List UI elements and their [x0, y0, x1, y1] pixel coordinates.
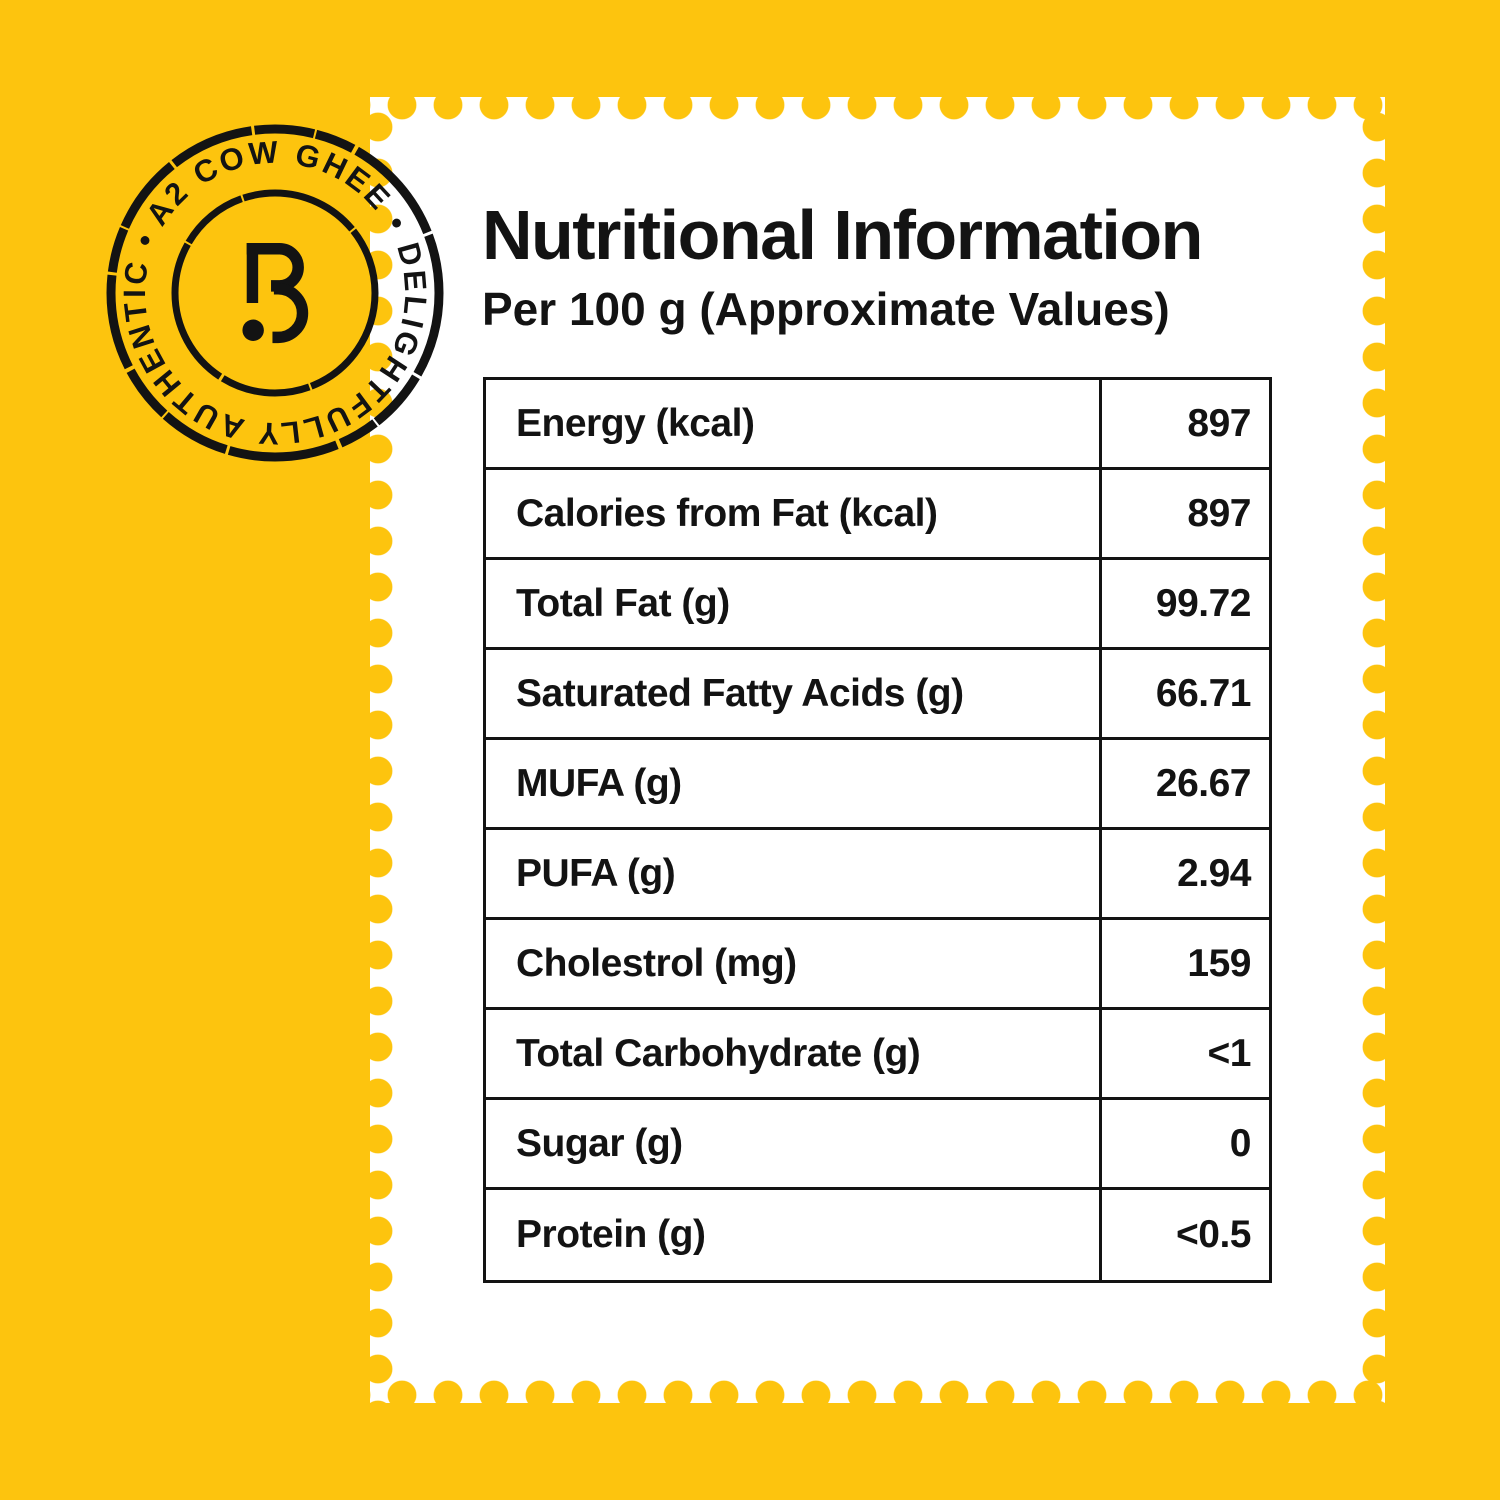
header: Nutritional Information Per 100 g (Appro… — [482, 196, 1203, 336]
nutrient-value: <1 — [1207, 1031, 1252, 1075]
table-row: Total Carbohydrate (g) <1 — [486, 1010, 1269, 1100]
table-row: Protein (g) <0.5 — [486, 1190, 1269, 1280]
nutrient-label: Saturated Fatty Acids (g) — [486, 650, 1102, 737]
nutrient-label: Energy (kcal) — [486, 380, 1102, 467]
badge-outer-ring — [106, 124, 444, 462]
nutrient-label: Protein (g) — [486, 1190, 1102, 1280]
table-row: Cholestrol (mg) 159 — [486, 920, 1269, 1010]
nutrient-value: 99.72 — [1155, 581, 1252, 625]
nutrient-value: 159 — [1187, 941, 1251, 985]
nutrient-label: Calories from Fat (kcal) — [486, 470, 1102, 557]
nutrient-label: Sugar (g) — [486, 1100, 1102, 1187]
nutrient-value: 897 — [1187, 401, 1251, 445]
page-subtitle: Per 100 g (Approximate Values) — [482, 283, 1170, 336]
nutrient-label: Total Carbohydrate (g) — [486, 1010, 1102, 1097]
logo-b-lower-bowl — [272, 283, 309, 344]
nutrient-value: 66.71 — [1155, 671, 1252, 715]
page-title: Nutritional Information — [482, 196, 1203, 274]
table-row: Sugar (g) 0 — [486, 1100, 1269, 1190]
table-row: Total Fat (g) 99.72 — [486, 560, 1269, 650]
table-row: Saturated Fatty Acids (g) 66.71 — [486, 650, 1269, 740]
nutrition-table: Energy (kcal) 897 Calories from Fat (kcal)… — [483, 377, 1272, 1283]
nutrient-value: 0 — [1229, 1121, 1252, 1165]
nutrient-label: MUFA (g) — [486, 740, 1102, 827]
table-row: Energy (kcal) 897 — [486, 380, 1269, 470]
brand-stamp-badge: A2 COW GHEE • DELIGHTFULLY AUTHENTIC • — [103, 121, 447, 465]
nutrient-label: PUFA (g) — [486, 830, 1102, 917]
brand-logo-b-icon — [242, 243, 309, 344]
stamp-card: Nutritional Information Per 100 g (Appro… — [370, 97, 1385, 1403]
nutrient-value: <0.5 — [1176, 1213, 1252, 1256]
perforation-top-edge — [370, 97, 1385, 121]
nutrient-value: 2.94 — [1177, 851, 1251, 895]
table-row: Calories from Fat (kcal) 897 — [486, 470, 1269, 560]
table-row: PUFA (g) 2.94 — [486, 830, 1269, 920]
table-row: MUFA (g) 26.67 — [486, 740, 1269, 830]
logo-b-dot — [242, 319, 264, 341]
nutrient-value: 26.67 — [1155, 761, 1252, 805]
nutrient-label: Cholestrol (mg) — [486, 920, 1102, 1007]
perforation-right-edge — [1361, 97, 1385, 1403]
nutrient-value: 897 — [1187, 491, 1251, 535]
nutrient-label: Total Fat (g) — [486, 560, 1102, 647]
perforation-bottom-edge — [370, 1379, 1385, 1403]
